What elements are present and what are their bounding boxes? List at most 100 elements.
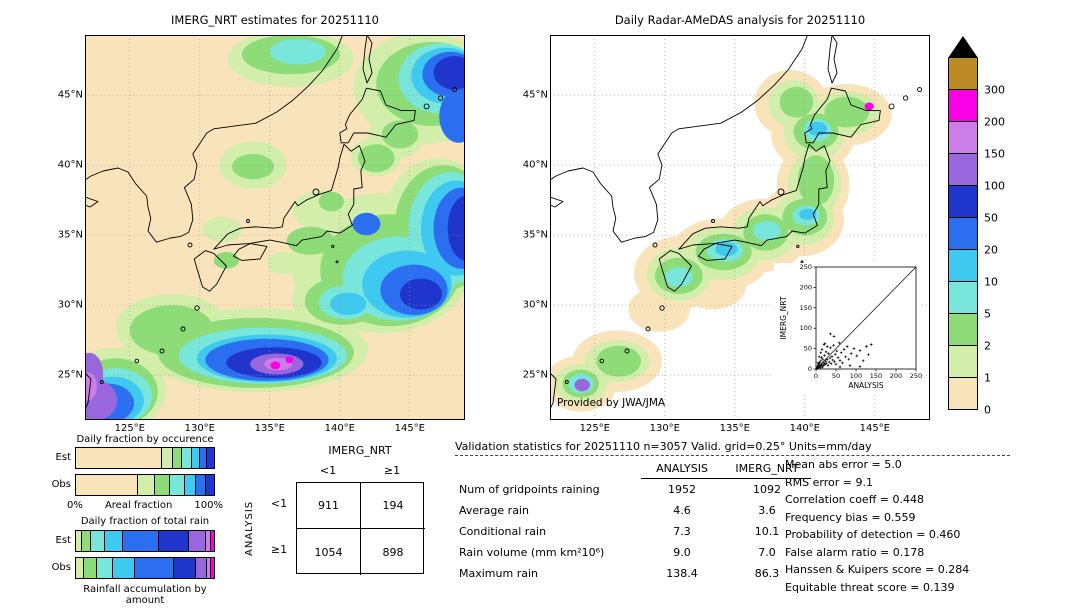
stats-table: ANALYSIS IMERG_NRT Num of gridpoints rai… bbox=[459, 460, 811, 584]
lat-tick-label: 35°N bbox=[522, 229, 548, 241]
lat-tick-label: 45°N bbox=[57, 89, 83, 101]
stats-analysis-value: 9.0 bbox=[673, 546, 691, 559]
svg-text:0: 0 bbox=[814, 372, 818, 380]
bar-category-label: Est bbox=[55, 452, 71, 463]
contingency-row-axis: ANALYSIS bbox=[244, 500, 255, 556]
svg-text:200: 200 bbox=[800, 283, 812, 291]
stats-title: Validation statistics for 20251110 n=305… bbox=[455, 440, 872, 453]
contingency-col-header-lt1: <1 bbox=[319, 464, 337, 477]
bar-segment bbox=[96, 558, 114, 578]
bar-segment bbox=[173, 558, 196, 578]
axis-title: Areal fraction bbox=[104, 500, 173, 511]
bar-segment bbox=[81, 531, 92, 551]
bar-segment bbox=[76, 531, 82, 551]
stats-col-header-imerg: IMERG_NRT bbox=[723, 460, 811, 479]
stats-row-label: Rain volume (mm km²10⁶) bbox=[459, 546, 605, 559]
stacked-bar-row: Obs bbox=[45, 557, 245, 579]
contingency-grid: 911 194 1054 898 bbox=[296, 482, 425, 575]
coastlines bbox=[550, 35, 923, 410]
colorbar-segment bbox=[948, 218, 978, 250]
precipitation-colorbar: 0 1 2 5 10 20 50 100 150 200 300 bbox=[948, 36, 1023, 417]
coastlines bbox=[85, 35, 458, 410]
lon-tick-label: 140°E bbox=[789, 423, 820, 434]
map-frame bbox=[550, 35, 930, 420]
stats-col-header-analysis: ANALYSIS bbox=[641, 460, 723, 479]
lon-tick-label: 125°E bbox=[579, 423, 610, 434]
colorbar-segment bbox=[948, 90, 978, 122]
inset-ylabel: IMERG_NRT bbox=[779, 296, 788, 339]
score-line: RMS error = 9.1 bbox=[785, 475, 873, 489]
stats-row-label: Conditional rain bbox=[459, 525, 547, 538]
lat-tick-label: 30°N bbox=[522, 299, 548, 311]
stacked-bar bbox=[75, 557, 215, 579]
colorbar-tick-label: 50 bbox=[984, 211, 998, 225]
imerg-map-panel: IMERG_NRT estimates for 20251110 45°N 40°… bbox=[58, 13, 465, 434]
svg-text:100: 100 bbox=[850, 372, 862, 380]
colorbar-segment bbox=[948, 314, 978, 346]
svg-text:250: 250 bbox=[910, 372, 922, 380]
stats-row-label: Average rain bbox=[459, 504, 529, 517]
scatter-inset: 00 50 50 100 100 150 150 200 200 250 250 ANALYSIS IM… bbox=[774, 263, 922, 393]
contingency-table-panel: IMERG_NRT <1 ≥1 ANALYSIS <1 ≥1 911 194 1… bbox=[238, 444, 433, 604]
score-line: Correlation coeff = 0.448 bbox=[785, 493, 924, 506]
lon-tick-label: 135°E bbox=[719, 423, 750, 434]
stats-row-label: Maximum rain bbox=[459, 567, 538, 580]
precipitation-field bbox=[550, 70, 892, 412]
bar-segment bbox=[135, 558, 174, 578]
contingency-cell-hit-dry: 911 bbox=[297, 483, 361, 529]
score-line: Hanssen & Kuipers score = 0.284 bbox=[785, 563, 970, 576]
bar-segment bbox=[207, 558, 212, 578]
lat-tick-label: 40°N bbox=[522, 159, 548, 171]
colorbar-segment bbox=[948, 282, 978, 314]
contingency-col-axis: IMERG_NRT bbox=[328, 444, 392, 457]
stats-imerg-value: 7.0 bbox=[758, 546, 776, 559]
stacked-bar bbox=[75, 530, 215, 552]
score-line: Frequency bias = 0.559 bbox=[785, 510, 916, 524]
bar-segment bbox=[76, 475, 139, 495]
bar-segment bbox=[205, 475, 214, 495]
lon-tick-label: 125°E bbox=[114, 423, 145, 434]
lat-tick-label: 30°N bbox=[57, 299, 83, 311]
stats-empty-header bbox=[459, 460, 641, 479]
bar-segment bbox=[154, 475, 170, 495]
scatter-points bbox=[815, 332, 873, 370]
bar-segment bbox=[161, 448, 173, 468]
svg-text:150: 150 bbox=[800, 304, 812, 312]
stats-imerg-value: 86.3 bbox=[754, 567, 780, 580]
stats-scores-list: Mean abs error = 5.0 RMS error = 9.1 Corre… bbox=[785, 456, 969, 596]
stats-analysis-value: 4.6 bbox=[673, 504, 691, 517]
bar-segment bbox=[200, 448, 208, 468]
stats-analysis-value: 7.3 bbox=[673, 525, 691, 538]
bar-segment bbox=[158, 531, 190, 551]
colorbar-tick-label: 100 bbox=[984, 179, 1005, 193]
lat-tick-label: 35°N bbox=[57, 229, 83, 241]
bar-segment bbox=[76, 448, 162, 468]
colorbar-segment bbox=[948, 346, 978, 378]
svg-text:200: 200 bbox=[890, 372, 902, 380]
stacked-bar-row: Est bbox=[45, 530, 245, 552]
graticule-grid bbox=[85, 35, 465, 420]
colorbar-segment bbox=[948, 250, 978, 282]
svg-text:50: 50 bbox=[832, 372, 840, 380]
colorbar-tick-label: 5 bbox=[984, 307, 991, 321]
bar-segment bbox=[104, 531, 123, 551]
stats-imerg-value: 1092 bbox=[753, 483, 781, 496]
axis-zero-label: 0% bbox=[67, 500, 83, 511]
contingency-row-header-ge1: ≥1 bbox=[270, 543, 288, 556]
stacked-bar-row: Obs bbox=[45, 474, 245, 496]
bar-segment bbox=[205, 531, 212, 551]
bar-segment bbox=[211, 531, 214, 551]
radar-map-title: Daily Radar-AMeDAS analysis for 20251110 bbox=[614, 13, 866, 27]
svg-text:100: 100 bbox=[800, 324, 812, 332]
stacked-bar-row: Est bbox=[45, 447, 245, 469]
colorbar-tick-label: 150 bbox=[984, 147, 1005, 161]
inset-xlabel: ANALYSIS bbox=[848, 381, 884, 390]
bar-category-label: Est bbox=[55, 535, 71, 546]
total-rain-bars-title: Daily fraction of total rain bbox=[80, 516, 210, 527]
map-frame bbox=[85, 35, 465, 420]
stats-analysis-value: 138.4 bbox=[666, 567, 698, 580]
areal-fraction-axis: 0% Areal fraction 100% bbox=[67, 500, 223, 511]
imerg-map-title: IMERG_NRT estimates for 20251110 bbox=[171, 13, 379, 27]
colorbar-segment bbox=[948, 186, 978, 218]
